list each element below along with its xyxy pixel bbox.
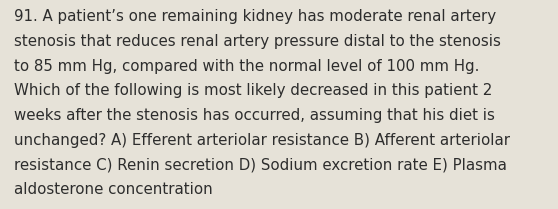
Text: 91. A patient’s one remaining kidney has moderate renal artery: 91. A patient’s one remaining kidney has… xyxy=(14,9,496,24)
Text: weeks after the stenosis has occurred, assuming that his diet is: weeks after the stenosis has occurred, a… xyxy=(14,108,495,123)
Text: to 85 mm Hg, compared with the normal level of 100 mm Hg.: to 85 mm Hg, compared with the normal le… xyxy=(14,59,479,74)
Text: aldosterone concentration: aldosterone concentration xyxy=(14,182,213,197)
Text: Which of the following is most likely decreased in this patient 2: Which of the following is most likely de… xyxy=(14,83,492,98)
Text: stenosis that reduces renal artery pressure distal to the stenosis: stenosis that reduces renal artery press… xyxy=(14,34,501,49)
Text: resistance C) Renin secretion D) Sodium excretion rate E) Plasma: resistance C) Renin secretion D) Sodium … xyxy=(14,157,507,172)
Text: unchanged? A) Efferent arteriolar resistance B) Afferent arteriolar: unchanged? A) Efferent arteriolar resist… xyxy=(14,133,510,148)
